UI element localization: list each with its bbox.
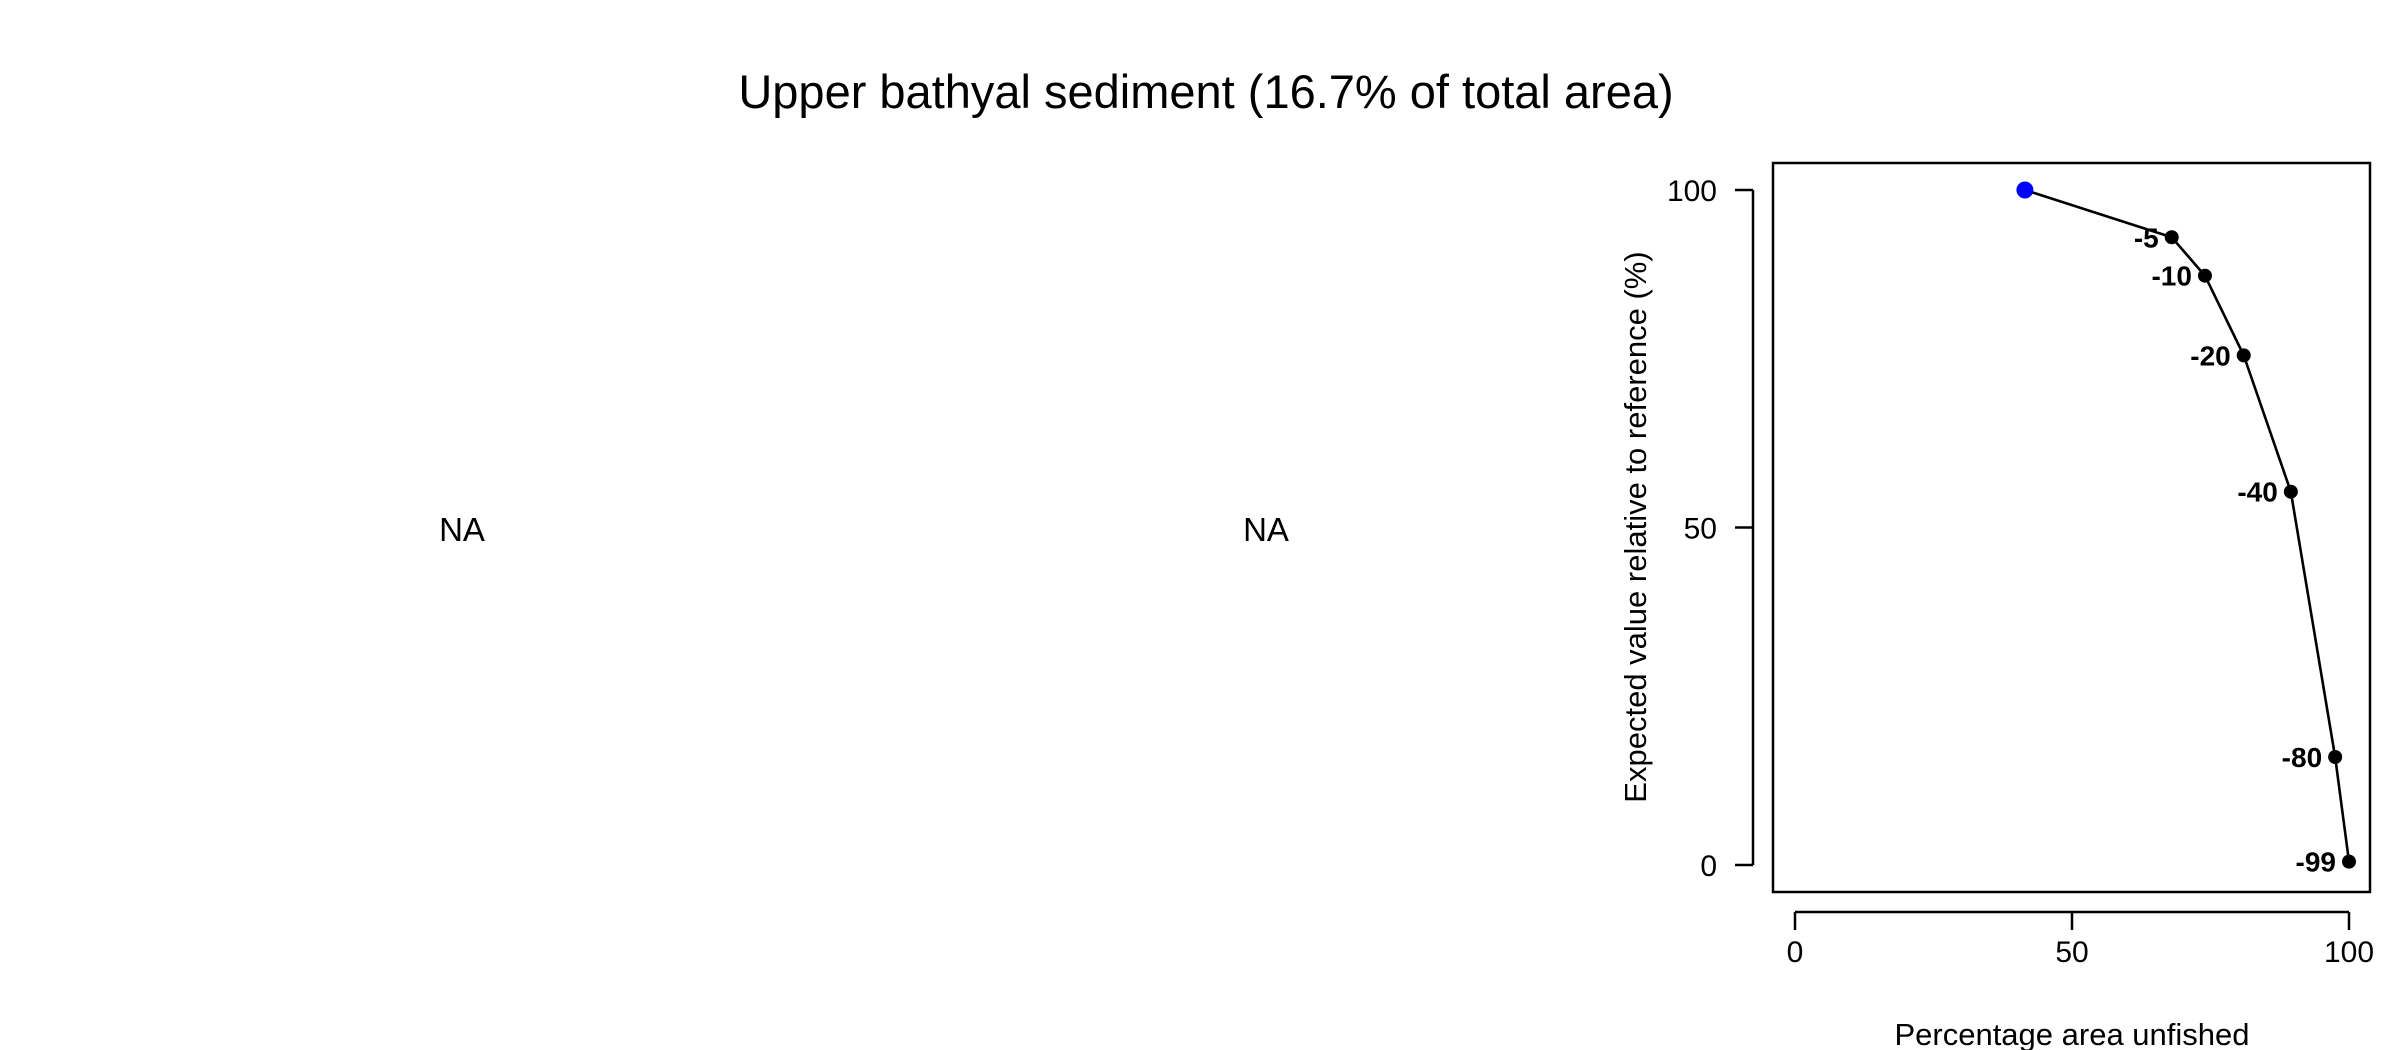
x-tick-label: 0 xyxy=(1787,936,1804,969)
y-axis: 0 50 100 xyxy=(1667,175,1755,883)
plot-frame xyxy=(1771,161,2372,894)
data-point-label: -5 xyxy=(2134,222,2159,253)
x-tick-label: 100 xyxy=(2324,936,2374,969)
reference-point xyxy=(2016,181,2034,199)
panel-middle-na-text: NA xyxy=(1243,511,1289,548)
data-point xyxy=(2328,750,2343,764)
y-tick-label: 50 xyxy=(1684,513,1717,546)
data-point xyxy=(2236,348,2251,363)
data-point xyxy=(2342,854,2356,869)
data-point xyxy=(2283,484,2298,499)
panel-left-na-text: NA xyxy=(439,511,485,548)
x-axis-label: Percentage area unfished xyxy=(1894,1017,2249,1050)
tradeoff-chart: 0 50 100 0 50 100 Percentage area unfished E… xyxy=(1618,161,2374,1050)
data-point xyxy=(2164,230,2179,245)
data-point-label: -20 xyxy=(2190,340,2230,371)
data-point-label: -40 xyxy=(2237,477,2277,508)
y-tick-label: 100 xyxy=(1667,175,1717,208)
x-axis: 0 50 100 xyxy=(1787,910,2374,969)
x-tick-label: 50 xyxy=(2055,936,2088,969)
series-layer: -5 -10 -20 -40 -80 -99 xyxy=(2016,181,2356,878)
data-point-label: -80 xyxy=(2282,742,2322,773)
y-tick-label: 0 xyxy=(1700,850,1717,883)
data-point-label: -99 xyxy=(2296,847,2336,878)
data-point-label: -10 xyxy=(2151,261,2191,292)
y-axis-label: Expected value relative to reference (%) xyxy=(1618,251,1653,802)
data-point xyxy=(2197,268,2212,283)
page-title: Upper bathyal sediment (16.7% of total a… xyxy=(738,65,1673,118)
